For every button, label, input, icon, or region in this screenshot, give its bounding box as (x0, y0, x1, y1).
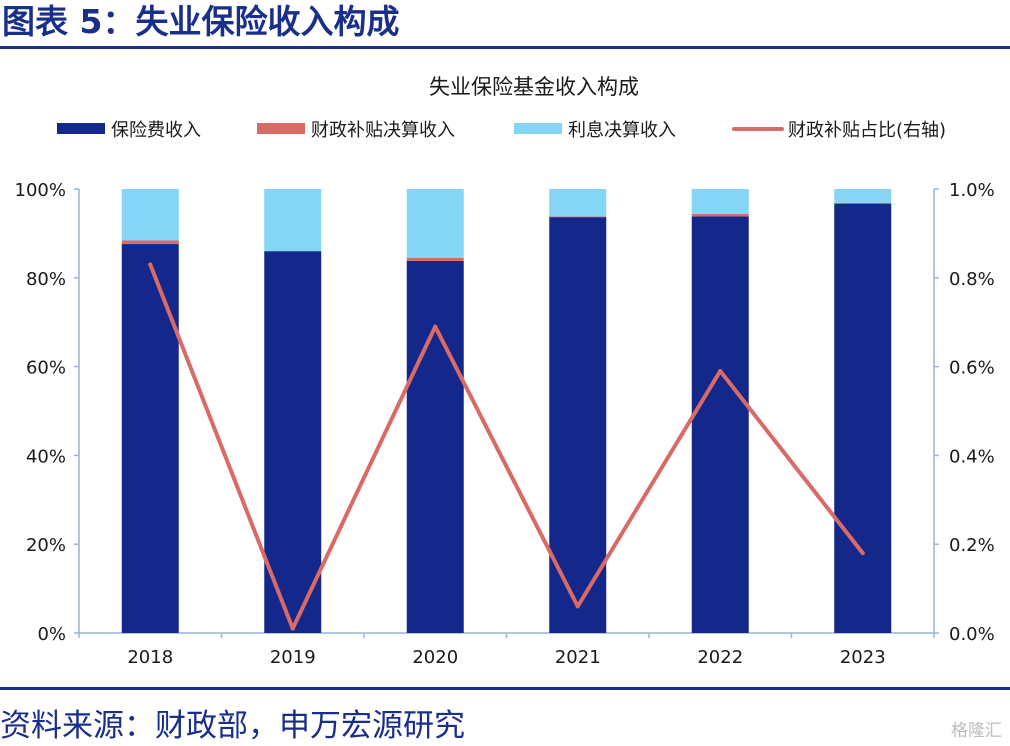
left-tick-label: 20% (26, 535, 66, 556)
bar-2019-series-3 (264, 189, 322, 252)
legend-swatch-3 (514, 123, 562, 134)
ratio-polyline (148, 262, 865, 631)
x-tick-label: 2021 (555, 647, 601, 668)
x-tick-label: 2020 (412, 647, 458, 668)
title-divider (0, 46, 1010, 49)
legend-swatch-1 (57, 123, 105, 134)
bar-2021-series-3 (549, 189, 607, 217)
bar-2018-series-1 (121, 244, 179, 633)
legend-label-3: 利息决算收入 (568, 120, 676, 141)
x-tick-label: 2023 (840, 647, 886, 668)
left-tick-label: 0% (37, 624, 66, 645)
ratio-point-2019 (290, 626, 295, 631)
bar-2020-series-2 (406, 257, 464, 261)
bar-2023-series-2 (834, 202, 892, 204)
left-tick-label: 60% (26, 358, 66, 379)
bar-2021-series-2 (549, 216, 607, 218)
legend-label-4: 财政补贴占比(右轴) (788, 120, 946, 141)
left-tick-label: 100% (15, 180, 66, 201)
footer-divider (0, 687, 1010, 690)
right-tick-label: 0.2% (949, 535, 995, 556)
x-tick-label: 2018 (127, 647, 173, 668)
bar-2020-series-3 (406, 189, 464, 258)
right-tick-label: 0.8% (949, 269, 995, 290)
source-note: 资料来源：财政部，申万宏源研究 (0, 708, 465, 744)
watermark: 格隆汇 (951, 721, 1002, 741)
bar-2023-series-3 (834, 189, 892, 203)
bar-2019-series-1 (264, 251, 322, 633)
legend-swatch-2 (257, 123, 305, 134)
ratio-point-2021 (575, 604, 580, 609)
bar-2020-series-1 (406, 260, 464, 633)
left-tick-label: 80% (26, 269, 66, 290)
right-tick-label: 0.4% (949, 446, 995, 467)
bar-2022-series-1 (691, 216, 749, 633)
ratio-line (148, 262, 865, 631)
ratio-point-2018 (148, 262, 153, 267)
bars (121, 189, 892, 634)
axes: 0% 20% 40% 60% 80% 100% 0.0% 0.2% 0.4% 0.6% 0.8% 1.… (15, 180, 995, 645)
x-tick-labels: 2018 2019 2020 2021 2022 2023 (127, 647, 885, 668)
legend-label-1: 保险费收入 (111, 120, 201, 141)
right-tick-label: 0.0% (949, 624, 995, 645)
ratio-point-2022 (718, 369, 723, 374)
chart-title: 失业保险基金收入构成 (429, 75, 639, 99)
bar-2021-series-1 (549, 216, 607, 634)
ratio-point-2023 (860, 551, 865, 556)
bar-2018-series-2 (121, 240, 179, 245)
x-tick-label: 2019 (270, 647, 316, 668)
legend: 保险费收入 财政补贴决算收入 利息决算收入 财政补贴占比(右轴) (57, 120, 946, 141)
x-tick-label: 2022 (697, 647, 743, 668)
left-tick-label: 40% (26, 446, 66, 467)
chart-area: 失业保险基金收入构成 保险费收入 财政补贴决算收入 利息决算收入 财政补贴占比(右轴)… (15, 75, 995, 668)
ratio-point-2020 (433, 324, 438, 329)
bar-2022-series-3 (691, 189, 749, 214)
bar-2022-series-2 (691, 213, 749, 217)
bar-2023-series-1 (834, 203, 892, 634)
bar-2018-series-3 (121, 189, 179, 241)
figure-title: 图表 5：失业保险收入构成 (2, 2, 400, 41)
right-tick-label: 1.0% (949, 180, 995, 201)
right-tick-label: 0.6% (949, 358, 995, 379)
legend-label-2: 财政补贴决算收入 (311, 120, 455, 141)
